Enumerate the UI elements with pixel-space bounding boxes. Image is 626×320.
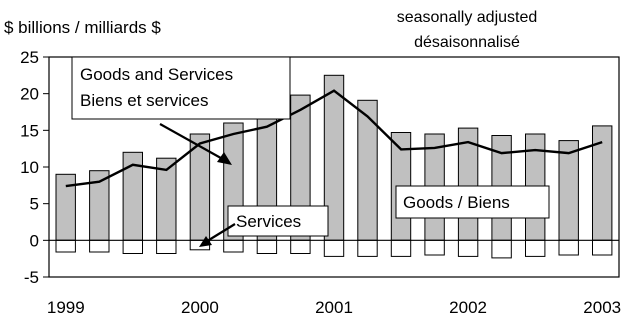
x-tick-label: 2002 <box>449 298 487 317</box>
y-tick-label: 0 <box>30 231 39 250</box>
y-tick-label: 15 <box>20 121 39 140</box>
callout-services-arrow <box>203 223 236 244</box>
services-bar-2002Q1 <box>457 239 479 257</box>
services-bar-2001Q3 <box>390 239 412 257</box>
services-bar-2000Q2 <box>223 239 244 253</box>
services-bar-1999Q3 <box>122 239 143 255</box>
y-tick-label: 20 <box>20 85 39 104</box>
services-bar-2003Q1 <box>592 239 613 256</box>
services-bar-2002Q4 <box>558 239 579 256</box>
services-bar-2001Q4 <box>424 239 445 256</box>
x-tick-label: 2001 <box>315 298 353 317</box>
note-desaisonnalise: désaisonnalisé <box>414 34 520 51</box>
y-tick-label: 25 <box>20 48 39 67</box>
goods-bar-2001Q2 <box>357 99 378 241</box>
y-tick-label: 5 <box>30 195 39 214</box>
x-axis-ticks: 1999 2000 2001 2002 2003 <box>47 298 621 317</box>
callout-services-label: Services <box>236 212 301 231</box>
callout-services-arrowhead <box>199 236 212 247</box>
callout-box-goods <box>395 185 550 219</box>
services-bar-2002Q2 <box>491 239 512 259</box>
callout-box-services <box>227 205 329 237</box>
y-axis-ticks: 25 20 15 10 5 0 -5 <box>20 48 49 287</box>
services-bar-2000Q4 <box>290 239 311 255</box>
callout-total-arrow <box>159 123 229 163</box>
x-tick-label: 2000 <box>181 298 219 317</box>
services-bar-2001Q1 <box>323 239 345 257</box>
callout-goods-label: Goods / Biens <box>403 193 510 212</box>
x-tick-label: 1999 <box>47 298 85 317</box>
services-bar-2000Q3 <box>256 239 278 255</box>
y-tick-label: 10 <box>20 158 39 177</box>
services-bar-1999Q4 <box>156 239 177 255</box>
total-balance-line <box>65 89 603 188</box>
services-bar-1999Q2 <box>89 239 110 253</box>
y-tick-label: -5 <box>24 268 39 287</box>
goods-bar-2002Q4 <box>558 140 579 241</box>
x-tick-label: 2003 <box>583 298 621 317</box>
services-bar-2001Q2 <box>357 239 378 257</box>
services-bar-2002Q3 <box>525 239 546 257</box>
services-bar-1999Q1 <box>55 239 76 253</box>
callout-total-line1: Goods and Services <box>80 65 233 84</box>
callout-box-total <box>71 56 291 120</box>
y-axis-unit-label: $ billions / milliards $ <box>4 18 161 37</box>
callout-total-arrowhead <box>217 152 232 165</box>
callout-total-line2: Biens et services <box>80 91 209 110</box>
note-seasonally-adjusted: seasonally adjusted <box>397 9 538 26</box>
